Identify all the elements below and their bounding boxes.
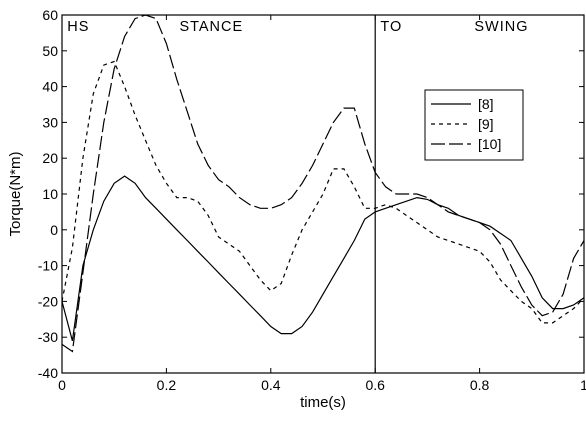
y-tick-label: 40 [42,79,58,95]
series-line-2 [61,60,585,324]
x-tick-label: 0 [58,377,66,393]
y-tick-label: -20 [38,293,58,309]
phase-label: SWING [474,19,528,35]
x-axis-label: time(s) [300,394,346,411]
phase-annotations: HS STANCE TO SWING [67,19,528,35]
legend-label: [8] [478,96,494,112]
x-tick-label: 0.2 [157,377,177,393]
phase-label: HS [67,19,89,35]
series-lines [61,14,585,353]
y-tick-label: 10 [42,186,58,202]
x-tick-label: 0.8 [470,377,490,393]
y-axis-label: Torque(N*m) [7,151,24,236]
y-tick-label: -40 [38,365,58,381]
plot-frame [61,14,585,374]
y-tick-label: -10 [38,258,58,274]
phase-label: TO [380,19,402,35]
y-tick-label: 30 [42,114,58,130]
series-line-1 [61,175,585,341]
legend-label: [10] [478,136,501,152]
y-tick-label: -30 [38,329,58,345]
x-tick-label: 1 [580,377,586,393]
axis-ticks: 0 0.2 0.4 0.6 0.8 1 -40 -30 -20 -10 0 10 20 30 40 50 60 [38,7,586,393]
y-tick-label: 50 [42,43,58,59]
y-tick-label: 20 [42,150,58,166]
x-tick-label: 0.4 [261,377,281,393]
legend-label: [9] [478,116,494,132]
phase-label: STANCE [179,19,243,35]
series-line-3 [61,14,585,353]
y-tick-label: 60 [42,7,58,23]
legend-box [424,89,524,161]
legend: [8] [9] [10] [424,89,524,161]
y-tick-label: 0 [50,222,58,238]
x-tick-label: 0.6 [365,377,385,393]
